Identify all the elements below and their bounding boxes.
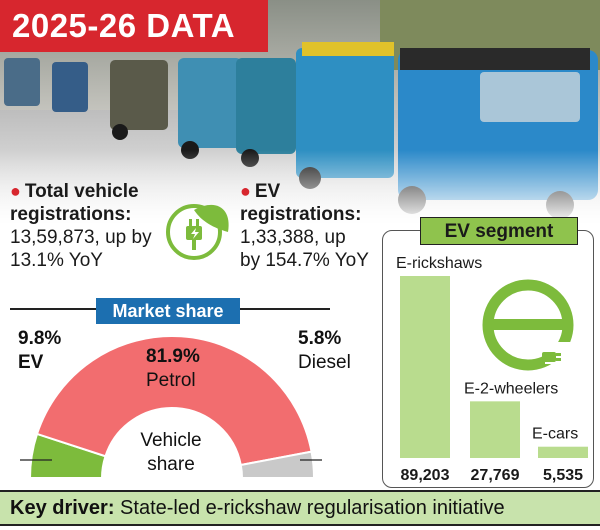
petrol-share-label: Petrol: [146, 370, 196, 391]
bar-value-label: 89,203: [401, 467, 450, 484]
bar-e-cars: [538, 446, 588, 458]
donut-center-label-2: share: [147, 454, 195, 475]
ev-body-1: 1,33,388, up: [240, 227, 346, 248]
market-share-donut: [20, 335, 322, 479]
donut-center-label-1: Vehicle: [140, 430, 202, 451]
total-head-1: Total vehicle: [24, 181, 139, 202]
key-driver-label: Key driver:: [10, 497, 115, 519]
ev-share-label: EV: [18, 352, 44, 373]
ev-share-value: 9.8%: [18, 328, 62, 349]
key-driver-text: State-led e-rickshaw regularisation init…: [114, 497, 505, 519]
market-share-title: Market share: [96, 298, 240, 324]
diesel-share-label: Diesel: [298, 352, 351, 373]
ev-registrations-stat: ● EV registrations: 1,33,388, up by 154.7…: [240, 180, 390, 272]
total-head-2: registrations:: [10, 204, 132, 225]
ev-plug-icon: [166, 204, 229, 260]
ev-segment-title: EV segment: [420, 217, 578, 245]
e-rickshaw-photo: [0, 0, 600, 225]
bar-category-label: E-cars: [532, 426, 578, 443]
bar-e-rickshaws: [400, 276, 450, 458]
key-driver-footer: Key driver: State-led e-rickshaw regular…: [0, 490, 600, 526]
bar-value-label: 5,535: [543, 467, 583, 484]
bar-category-label: E-2-wheelers: [464, 380, 558, 397]
ev-body-2: by 154.7% YoY: [240, 250, 369, 271]
total-body-2: 13.1% YoY: [10, 250, 103, 271]
ev-e-logo-icon: [482, 279, 574, 371]
ev-head-2: registrations:: [240, 204, 362, 225]
total-registrations-stat: ● Total vehicle registrations: 13,59,873,…: [10, 180, 180, 272]
donut-slice-petrol: [35, 335, 313, 467]
ev-segment-bars: E-rickshaws 89,203 E-2-wheelers 27,769 E-car…: [396, 255, 588, 484]
total-body-1: 13,59,873, up by: [10, 227, 152, 248]
bullet-icon: ●: [10, 181, 21, 201]
bar-category-label: E-rickshaws: [396, 255, 482, 272]
petrol-share-value: 81.9%: [146, 346, 200, 367]
page-title: 2025-26 DATA: [0, 0, 268, 52]
ev-head-1: EV: [254, 181, 281, 202]
bullet-icon: ●: [240, 181, 251, 201]
bar-e-2-wheelers: [470, 401, 520, 458]
bar-value-label: 27,769: [471, 467, 520, 484]
diesel-share-value: 5.8%: [298, 328, 342, 349]
